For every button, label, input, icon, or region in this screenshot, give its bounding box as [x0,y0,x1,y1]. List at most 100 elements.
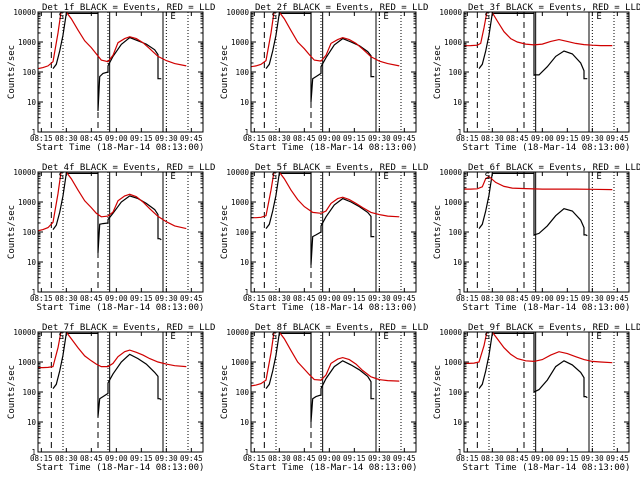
lld-series-line [251,172,400,219]
x-tick-label: 08:45 [506,134,529,143]
y-tick-label: 10000 [439,8,462,17]
x-tick-label: 09:15 [556,454,579,463]
lld-series-line [464,12,613,47]
x-tick-label: 09:30 [368,454,391,463]
x-tick-label: 08:30 [268,294,291,303]
panel-title: Det_3f BLACK = Events, RED = LLD [468,3,640,13]
events-series-line [52,332,162,417]
y-tick-label: 100 [448,228,462,237]
x-tick-label: 09:15 [130,134,153,143]
x-tick-label: 09:30 [581,454,604,463]
x-axis-label: Start Time (18-Mar-14 08:13:00) [37,143,205,153]
x-tick-label: 09:30 [368,134,391,143]
x-tick-label: 09:45 [606,294,629,303]
end-annotation: E [596,332,601,342]
y-tick-label: 1000 [444,358,463,367]
y-tick-label: 1000 [231,358,250,367]
y-tick-label: 1000 [231,198,250,207]
y-tick-label: 1 [244,128,249,137]
y-tick-label: 100 [22,228,36,237]
lld-series-line [38,332,187,369]
x-tick-label: 08:15 [243,454,266,463]
y-tick-label: 10 [240,98,250,107]
x-tick-label: 09:45 [180,454,203,463]
x-tick-label: 08:30 [481,294,504,303]
x-tick-label: 08:45 [506,294,529,303]
start-annotation: S [272,12,277,22]
y-tick-label: 10 [27,258,37,267]
x-tick-label: 09:45 [606,134,629,143]
x-tick-label: 08:45 [80,134,103,143]
y-axis-label: Counts/sec [220,365,230,419]
start-annotation: S [272,172,277,182]
y-tick-label: 100 [448,68,462,77]
y-tick-label: 10000 [13,8,36,17]
x-tick-label: 08:30 [481,134,504,143]
x-axis-label: Start Time (18-Mar-14 08:13:00) [250,303,418,313]
y-axis-label: Counts/sec [220,205,230,259]
x-tick-label: 08:15 [30,454,53,463]
x-tick-label: 09:15 [556,134,579,143]
y-tick-label: 10 [453,258,463,267]
x-tick-label: 08:15 [30,294,53,303]
events-series-line [52,12,162,112]
y-tick-label: 1000 [444,38,463,47]
y-tick-label: 1 [457,288,462,297]
y-tick-label: 1000 [231,38,250,47]
panel-title: Det_8f BLACK = Events, RED = LLD [255,323,428,333]
panel-title: Det_4f BLACK = Events, RED = LLD [42,163,215,173]
end-annotation: E [170,172,175,182]
x-tick-label: 09:45 [393,454,416,463]
y-axis-label: Counts/sec [433,365,443,419]
x-tick-label: 08:15 [456,294,479,303]
end-annotation: E [170,332,175,342]
panel-title: Det_5f BLACK = Events, RED = LLD [255,163,428,173]
lld-series-line [464,332,613,364]
x-tick-label: 09:15 [130,294,153,303]
start-annotation: S [272,332,277,342]
x-tick-label: 09:00 [318,454,341,463]
y-tick-label: 10 [453,98,463,107]
y-tick-label: 100 [235,68,249,77]
x-tick-label: 09:45 [393,294,416,303]
y-tick-label: 100 [448,388,462,397]
lld-series-line [464,175,613,191]
start-annotation: S [485,332,490,342]
x-tick-label: 08:30 [55,294,78,303]
x-tick-label: 08:30 [481,454,504,463]
y-tick-label: 10000 [13,168,36,177]
x-tick-label: 09:00 [105,294,128,303]
start-annotation: S [485,12,490,22]
x-tick-label: 08:30 [55,454,78,463]
lld-series-line [251,12,400,68]
y-axis-label: Counts/sec [7,45,17,99]
x-tick-label: 09:30 [581,134,604,143]
x-tick-label: 09:00 [105,454,128,463]
events-series-line [265,172,375,265]
y-tick-label: 1 [457,448,462,457]
y-tick-label: 10000 [439,168,462,177]
y-tick-label: 100 [235,228,249,237]
y-tick-label: 1 [31,128,36,137]
y-tick-label: 10000 [439,328,462,337]
x-tick-label: 09:30 [155,134,178,143]
y-tick-label: 10000 [226,328,249,337]
y-tick-label: 10000 [13,328,36,337]
x-tick-label: 08:15 [456,454,479,463]
x-tick-label: 09:45 [606,454,629,463]
x-tick-label: 09:00 [531,134,554,143]
y-tick-label: 100 [235,388,249,397]
x-tick-label: 09:00 [318,134,341,143]
y-axis-label: Counts/sec [220,45,230,99]
y-tick-label: 10 [240,258,250,267]
x-tick-label: 08:30 [268,134,291,143]
start-annotation: S [59,332,64,342]
start-annotation: S [59,172,64,182]
y-tick-label: 1 [31,448,36,457]
